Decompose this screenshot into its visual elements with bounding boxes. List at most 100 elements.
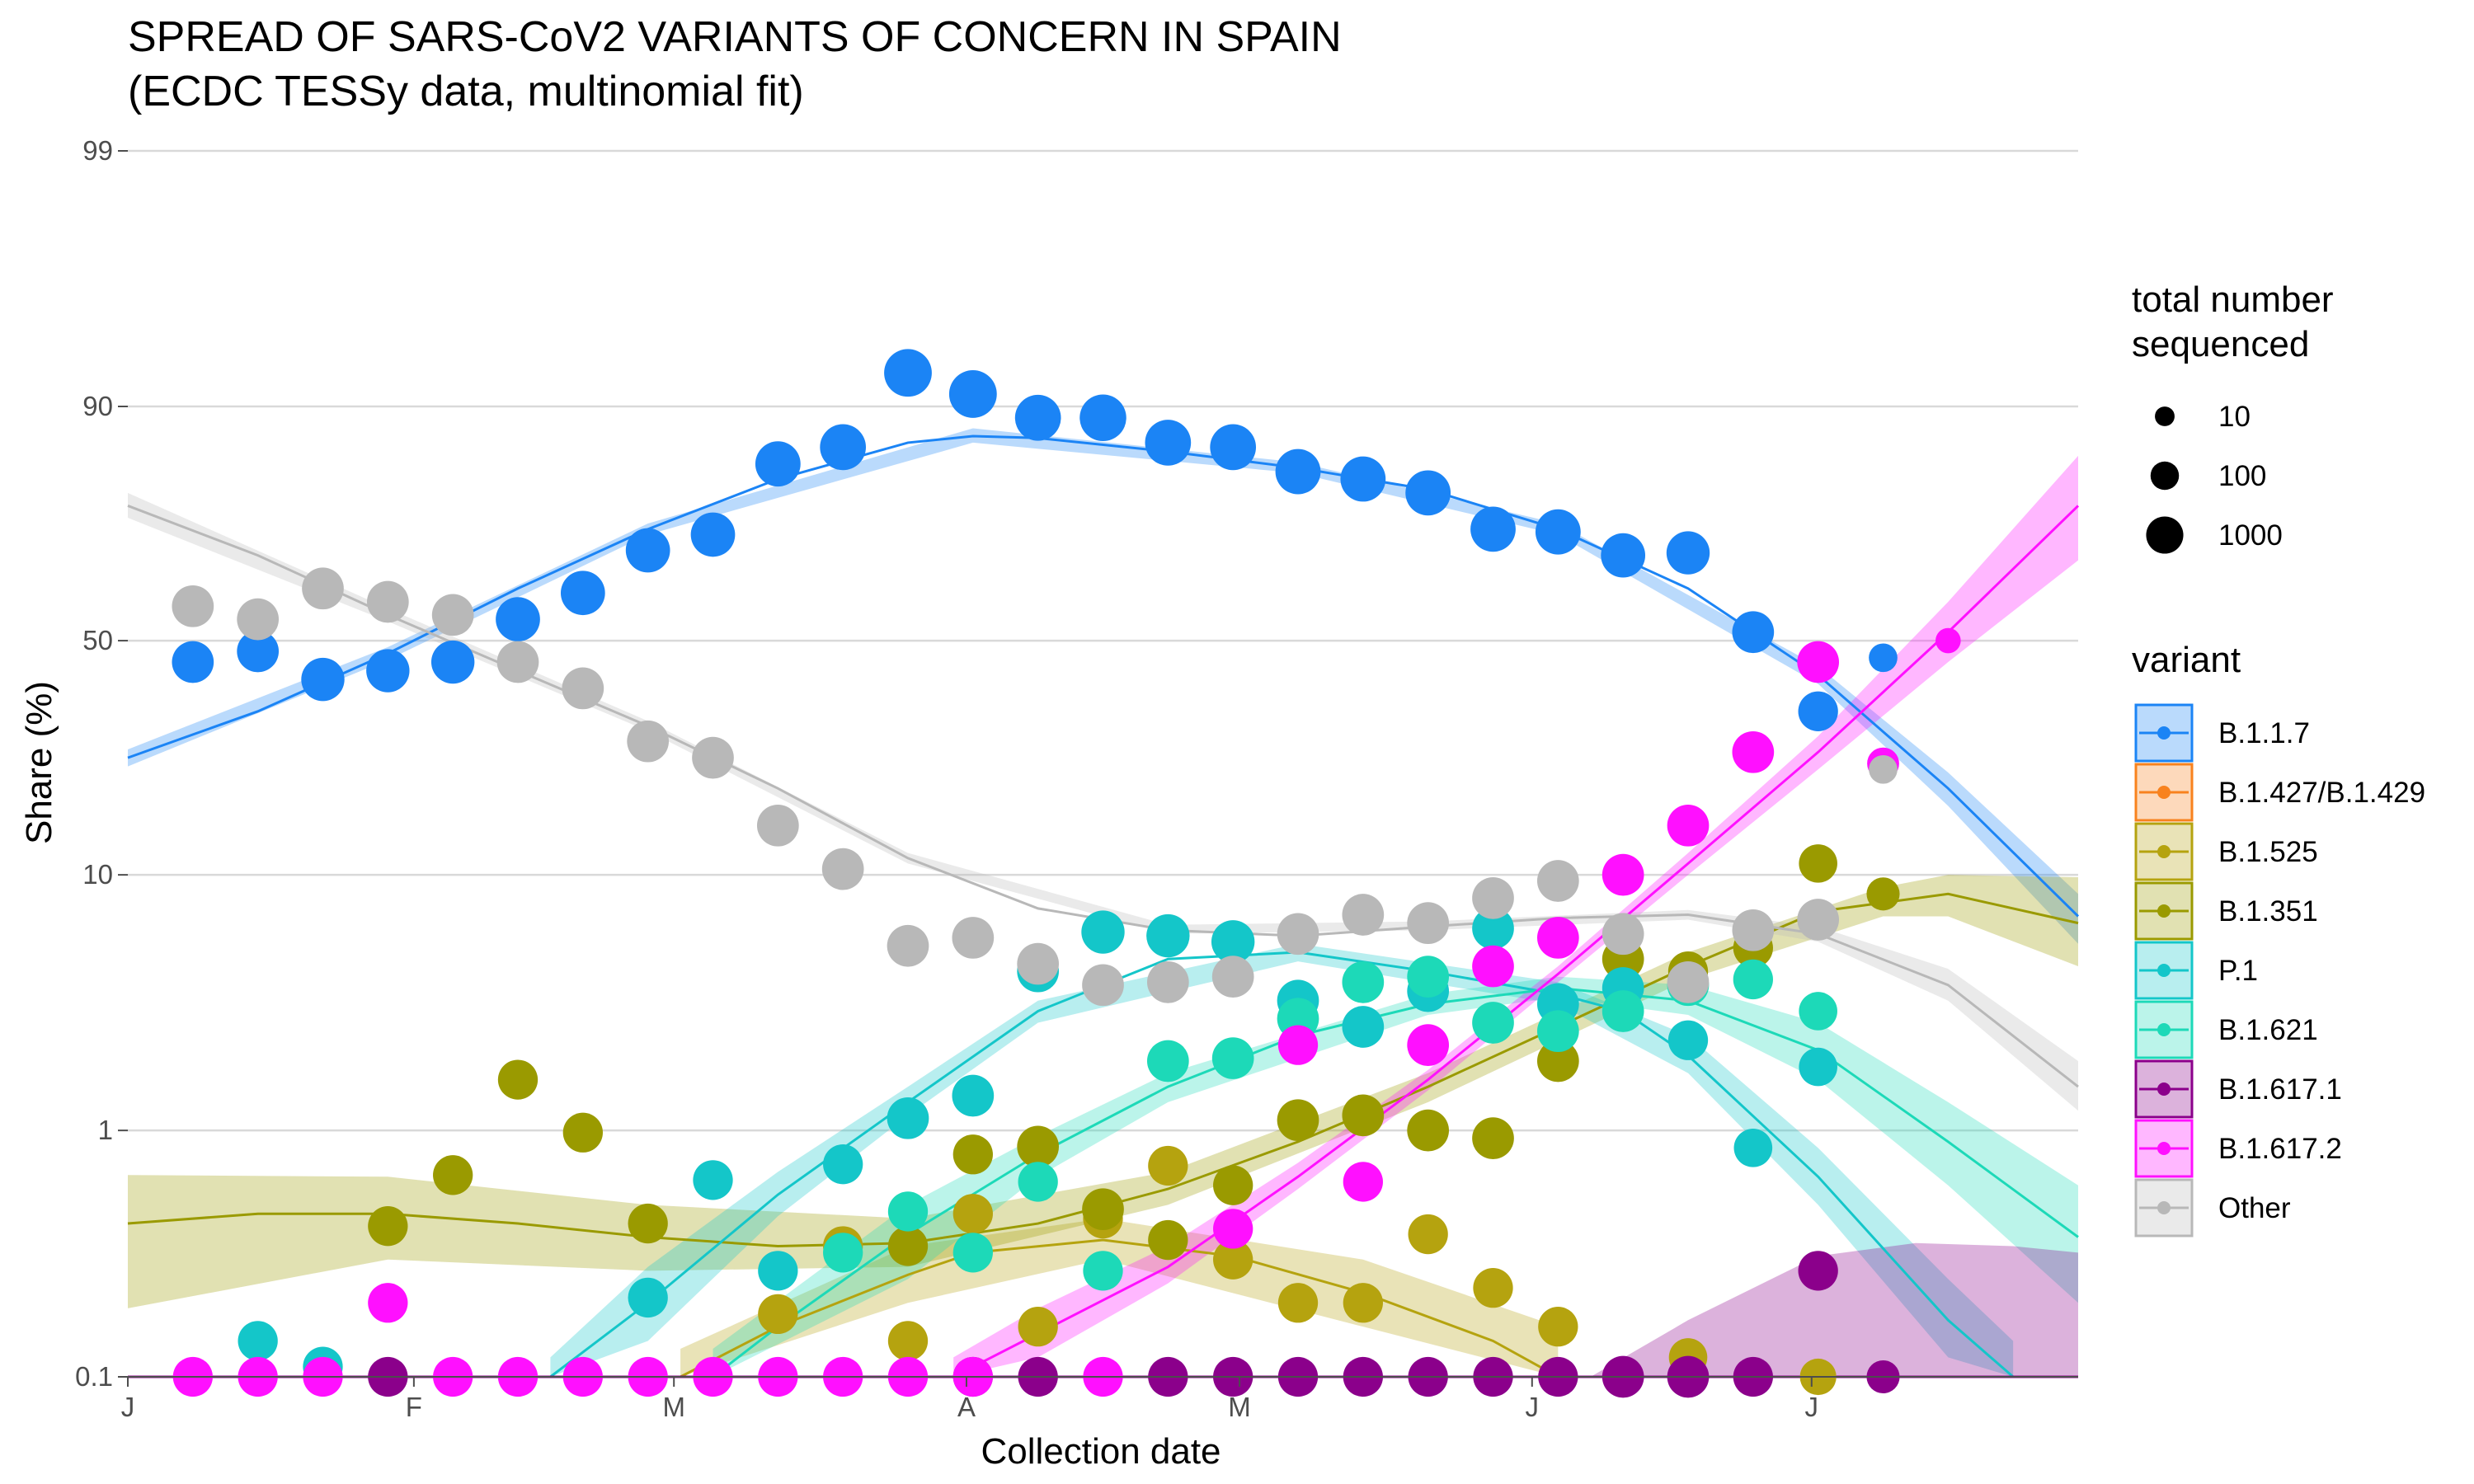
band-b-1-617-1 [1590,1242,2078,1377]
point-other-11 [887,924,929,967]
point-b-1-525-2 [758,1294,798,1335]
point-b-1-617-1-13 [1798,1251,1838,1291]
point-b-1-1-7-7 [625,528,670,573]
legend-label-p-1: P.1 [2218,955,2258,987]
point-b-1-617-2-14 [1213,1209,1253,1249]
point-b-1-351-16 [1536,1040,1579,1082]
size-legend-label-1000: 1000 [2218,519,2283,552]
chart-title: SPREAD OF SARS-CoV2 VARIANTS OF CONCERN … [128,13,1342,61]
point-other-1 [237,598,280,641]
point-b-1-621-10 [1472,1002,1514,1044]
point-b-1-1-7-22 [1601,533,1646,578]
point-p-1-5 [823,1144,863,1185]
size-legend-label-10: 10 [2218,401,2251,433]
point-b-1-621-8 [1342,961,1385,1003]
legend-label-b-1-427-b-1-429: B.1.427/B.1.429 [2218,777,2425,809]
point-b-1-1-7-20 [1470,506,1516,552]
point-other-24 [1732,909,1775,951]
size-legend-dot-1000 [2146,516,2184,554]
point-b-1-351-3 [562,1112,603,1153]
point-other-17 [1277,913,1319,956]
point-other-22 [1602,913,1644,956]
point-b-1-351-11 [1213,1165,1253,1205]
point-b-1-1-7-24 [1732,611,1775,654]
point-p-1-3 [693,1160,733,1200]
point-b-1-1-7-5 [496,597,540,641]
point-other-2 [302,567,344,610]
legend-key-dot-other [2157,1201,2171,1214]
data-points [172,349,1961,1398]
legend-key-dot-b-1-351 [2157,904,2171,918]
point-b-1-1-7-26 [1869,643,1898,673]
point-b-1-351-7 [952,1134,993,1175]
point-p-1-0 [238,1321,278,1361]
point-b-1-351-13 [1342,1094,1385,1137]
point-b-1-621-3 [1018,1162,1058,1202]
point-b-1-617-2-16 [1343,1162,1383,1202]
point-b-1-525-4 [887,1321,929,1361]
point-b-1-1-7-3 [366,649,410,693]
point-other-23 [1667,961,1710,1003]
size-legend-entries: 10 100 1000 [2146,401,2283,554]
point-b-1-1-7-14 [1079,394,1126,442]
point-p-1-20 [1799,1047,1837,1087]
point-p-1-7 [952,1074,995,1117]
legend-label-other: Other [2218,1192,2291,1224]
point-b-1-621-6 [1211,1037,1254,1079]
x-tick-label-0: J [121,1392,135,1422]
point-b-1-617-2-3 [368,1283,408,1323]
variant-legend-entries: B.1.1.7 B.1.427/B.1.429 B.1.525 B.1.351 P.1 B… [2134,703,2425,1237]
legend-label-b-1-525: B.1.525 [2218,836,2318,868]
legend-key-dot-b-1-621 [2157,1023,2171,1036]
size-legend: total number sequenced 10 100 1000 [2132,279,2334,554]
point-b-1-617-2-17 [1407,1024,1450,1066]
point-b-1-525-14 [1538,1307,1578,1347]
y-tick-label-99: 99 [82,135,113,166]
x-tick-label-3: A [957,1392,976,1422]
point-other-19 [1407,902,1450,944]
fit-line-b-1-525 [680,1238,1559,1378]
y-tick-label-50: 50 [82,625,113,655]
point-p-1-18 [1667,1020,1709,1060]
point-b-1-617-2-23 [1797,641,1840,683]
x-tick-label-5: J [1526,1392,1540,1422]
point-b-1-525-12 [1408,1214,1448,1255]
point-b-1-621-15 [1799,992,1837,1031]
point-other-12 [952,917,995,959]
point-b-1-1-7-4 [430,640,475,684]
point-b-1-525-5 [952,1194,993,1234]
point-b-1-351-0 [368,1206,408,1247]
x-tick-label-6: J [1805,1392,1819,1422]
point-b-1-1-7-15 [1145,420,1192,466]
point-other-8 [692,736,734,779]
point-p-1-13 [1342,1006,1385,1048]
x-tick-label-1: F [406,1392,422,1422]
point-p-1-15 [1472,907,1514,950]
size-legend-title-line2: sequenced [2132,324,2309,364]
point-other-4 [431,594,474,636]
point-b-1-1-7-6 [560,571,605,616]
point-b-1-351-20 [1799,844,1837,883]
legend-key-dot-b-1-617-2 [2157,1142,2171,1155]
point-b-1-351-4 [628,1203,668,1244]
legend-key-dot-b-1-1-7 [2157,726,2171,740]
point-b-1-1-7-0 [172,641,214,683]
y-tick-label-10: 10 [82,859,113,890]
legend-label-b-1-617-1: B.1.617.1 [2218,1073,2342,1106]
point-b-1-617-2-22 [1732,730,1775,773]
point-other-3 [366,580,409,623]
legend-label-b-1-621: B.1.621 [2218,1014,2318,1046]
legend-key-dot-b-1-617-1 [2157,1082,2171,1096]
point-other-7 [627,720,670,763]
point-b-1-1-7-9 [755,441,801,487]
legend-label-b-1-617-2: B.1.617.2 [2218,1133,2342,1165]
point-b-1-525-9 [1213,1239,1253,1280]
chart-subtitle: (ECDC TESSy data, multinomial fit) [128,68,804,115]
legend-label-b-1-351: B.1.351 [2218,895,2318,928]
point-b-1-1-7-25 [1798,691,1838,731]
point-b-1-351-6 [887,1226,929,1266]
point-other-18 [1342,894,1385,936]
x-tick-label-2: M [662,1392,685,1422]
point-b-1-525-10 [1277,1283,1319,1323]
